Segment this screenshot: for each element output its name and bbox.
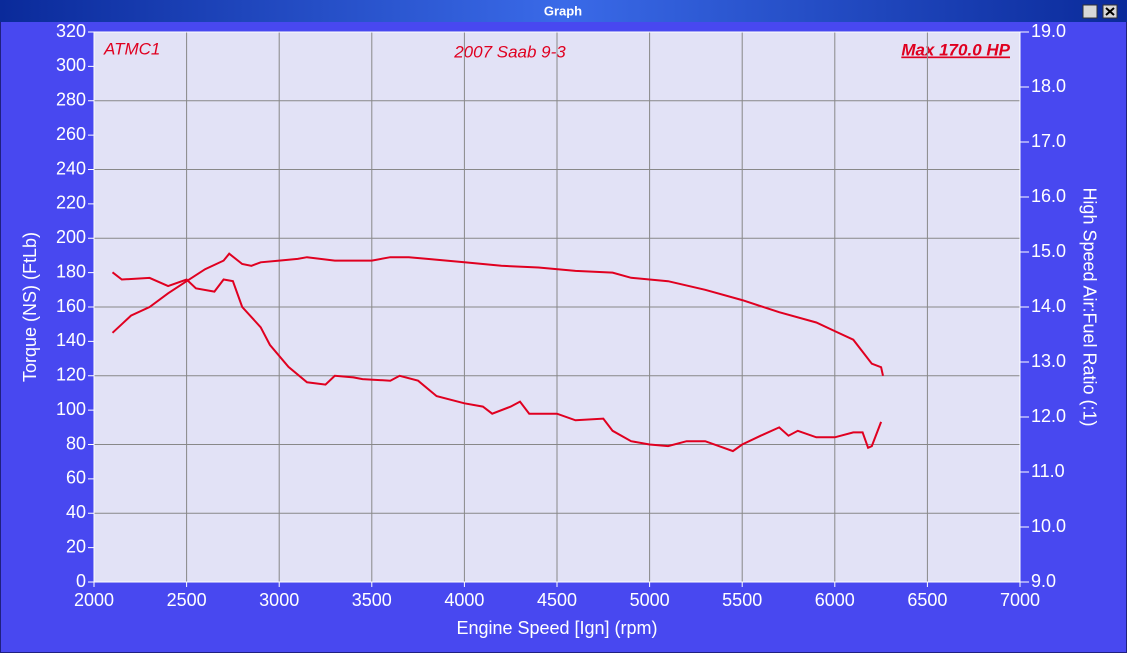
y-tick-label: 180 [56,261,86,281]
window-title: Graph [544,3,582,18]
y-tick-label: 20 [66,536,86,556]
y-tick-label: 260 [56,124,86,144]
annotation: Max 170.0 HP [901,40,1010,59]
y2-tick-label: 17.0 [1031,131,1066,151]
y2-tick-label: 18.0 [1031,76,1066,96]
y-tick-label: 220 [56,193,86,213]
y-tick-label: 160 [56,296,86,316]
y-tick-label: 240 [56,158,86,178]
y-tick-label: 120 [56,365,86,385]
x-tick-label: 4500 [537,590,577,610]
y2-tick-label: 13.0 [1031,351,1066,371]
x-tick-label: 5500 [722,590,762,610]
y-tick-label: 140 [56,330,86,350]
x-tick-label: 6500 [907,590,947,610]
y2-axis-label: High Speed Air:Fuel Ratio (:1) [1079,187,1099,426]
y-tick-label: 320 [56,21,86,41]
y-tick-label: 40 [66,502,86,522]
x-tick-label: 2500 [167,590,207,610]
y2-tick-label: 15.0 [1031,241,1066,261]
annotation: ATMC1 [103,39,160,58]
plot-border [93,31,1021,583]
restore-button[interactable] [1082,4,1098,19]
y2-tick-label: 9.0 [1031,571,1056,591]
y2-tick-label: 16.0 [1031,186,1066,206]
y-tick-label: 300 [56,55,86,75]
annotation: 2007 Saab 9-3 [453,42,566,61]
x-tick-label: 3000 [259,590,299,610]
y-tick-label: 200 [56,227,86,247]
x-tick-label: 5000 [630,590,670,610]
data-line [111,252,884,377]
x-axis-label: Engine Speed [Ign] (rpm) [456,618,657,638]
x-tick-label: 4000 [444,590,484,610]
y-tick-label: 60 [66,468,86,488]
close-icon [1105,7,1115,16]
x-tick-label: 6000 [815,590,855,610]
y2-tick-label: 10.0 [1031,516,1066,536]
y2-tick-label: 12.0 [1031,406,1066,426]
title-bar [0,0,1127,22]
y-tick-label: 100 [56,399,86,419]
x-tick-label: 2000 [74,590,114,610]
y2-tick-label: 14.0 [1031,296,1066,316]
y-tick-label: 280 [56,90,86,110]
x-tick-label: 3500 [352,590,392,610]
y2-tick-label: 19.0 [1031,21,1066,41]
x-tick-label: 7000 [1000,590,1040,610]
y-axis-label: Torque (NS) (FtLb) [20,232,40,382]
data-line [111,271,883,453]
y-tick-label: 80 [66,433,86,453]
y-tick-label: 0 [76,571,86,591]
y2-tick-label: 11.0 [1031,461,1065,481]
